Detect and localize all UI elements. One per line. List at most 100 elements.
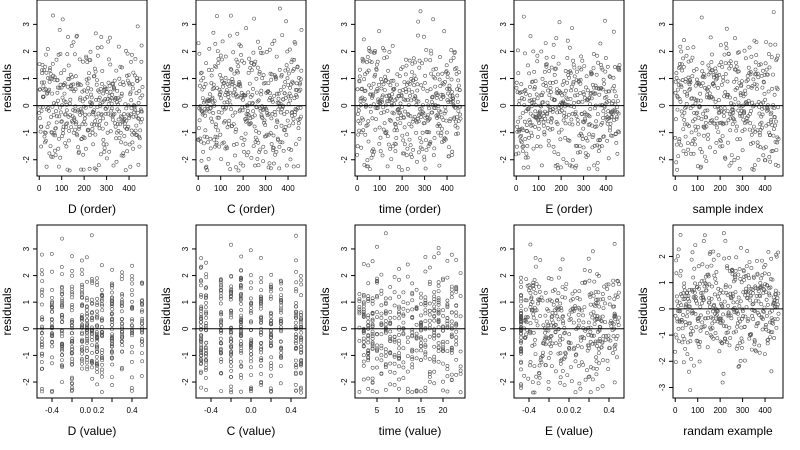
data-point: [519, 280, 523, 285]
data-point: [248, 273, 253, 278]
data-point: [244, 153, 249, 158]
data-point: [203, 376, 208, 380]
data-point: [723, 238, 728, 243]
data-point: [115, 122, 120, 126]
data-point: [560, 295, 565, 300]
data-point: [42, 88, 47, 93]
data-point: [248, 309, 253, 314]
data-point: [100, 263, 104, 268]
data-point: [674, 75, 679, 80]
data-point: [267, 47, 272, 52]
data-point: [427, 106, 431, 111]
data-point: [263, 123, 268, 127]
y-tick-label: -2: [340, 378, 349, 386]
data-point: [428, 140, 433, 145]
data-point: [406, 113, 411, 118]
data-point: [553, 98, 557, 102]
data-point: [549, 344, 554, 349]
data-point: [99, 325, 104, 329]
data-point: [589, 71, 594, 76]
data-point: [218, 277, 223, 282]
data-point: [414, 322, 419, 327]
data-point: [235, 60, 240, 65]
y-tick-label: 2: [340, 273, 349, 278]
data-point: [213, 42, 218, 46]
data-point: [560, 314, 565, 319]
data-point: [759, 315, 764, 320]
data-point: [751, 274, 756, 279]
data-point: [758, 145, 763, 150]
data-point: [446, 100, 451, 104]
data-point: [129, 350, 134, 355]
data-point: [120, 274, 125, 278]
data-point: [436, 307, 441, 312]
data-point: [100, 288, 104, 292]
data-point: [699, 15, 704, 20]
data-point: [744, 305, 749, 310]
data-point: [104, 121, 109, 126]
data-point: [212, 137, 217, 142]
data-point: [97, 95, 102, 100]
data-point: [80, 267, 84, 272]
data-point: [114, 136, 119, 141]
data-point: [711, 96, 716, 101]
data-point: [705, 88, 710, 93]
data-point: [412, 73, 417, 78]
data-point: [239, 301, 244, 306]
data-point: [728, 336, 733, 340]
data-point: [58, 52, 63, 56]
data-point: [570, 158, 575, 163]
data-point: [772, 106, 777, 111]
data-point: [693, 281, 697, 286]
data-point: [756, 100, 761, 104]
data-point: [296, 121, 301, 126]
data-point: [537, 363, 542, 368]
data-point: [50, 62, 55, 66]
data-point: [392, 382, 397, 387]
data-point: [405, 166, 410, 171]
data-point: [299, 317, 303, 322]
data-point: [218, 132, 223, 137]
data-point: [567, 312, 572, 317]
data-point: [388, 83, 393, 88]
data-point: [401, 331, 406, 336]
data-point: [59, 120, 64, 124]
data-point: [199, 314, 204, 319]
data-point: [388, 329, 393, 334]
data-point: [678, 268, 683, 273]
data-point: [278, 298, 283, 302]
data-point: [529, 130, 533, 135]
data-point: [238, 84, 243, 89]
data-point: [538, 115, 543, 120]
data-point: [65, 121, 70, 126]
data-point: [423, 115, 428, 120]
data-point: [567, 346, 571, 350]
data-point: [130, 318, 135, 323]
data-point: [410, 390, 415, 394]
data-point: [370, 116, 375, 121]
data-point: [236, 64, 241, 69]
data-point: [60, 363, 64, 368]
data-point: [617, 130, 622, 135]
data-point: [545, 319, 549, 324]
data-point: [379, 315, 384, 320]
data-point: [745, 119, 750, 124]
data-point: [545, 126, 550, 130]
data-point: [285, 76, 290, 81]
data-point: [239, 342, 244, 346]
data-point: [383, 325, 388, 330]
data-point: [449, 323, 454, 328]
data-point: [549, 317, 554, 322]
data-point: [691, 329, 695, 334]
data-point: [110, 383, 115, 387]
data-point: [692, 117, 697, 122]
data-point: [713, 150, 717, 154]
data-point: [454, 289, 459, 294]
data-point: [718, 144, 723, 149]
data-point: [82, 116, 87, 121]
data-point: [591, 293, 596, 298]
data-point: [136, 162, 141, 167]
data-point: [744, 264, 749, 269]
data-point: [203, 323, 208, 328]
data-point: [383, 347, 388, 352]
